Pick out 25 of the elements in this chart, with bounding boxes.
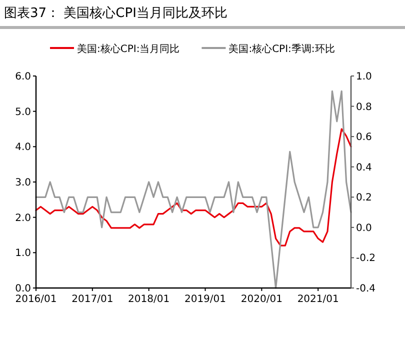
y2-tick-label: 0.4: [356, 162, 372, 174]
chart-title: 图表37： 美国核心CPI当月同比及环比: [4, 5, 228, 21]
x-tick-label: 2021/01: [297, 294, 339, 305]
legend-label: 美国:核心CPI:当月同比: [77, 43, 180, 55]
y-tick-label: 2.0: [15, 212, 31, 224]
y2-tick-label: 1.0: [356, 72, 372, 82]
y2-tick-label: -0.4: [356, 284, 376, 294]
y2-tick-label: 0.8: [356, 102, 372, 113]
y2-tick-label: 0.0: [356, 222, 372, 234]
y-tick-label: 6.0: [15, 72, 31, 82]
y2-tick-label: -0.2: [356, 253, 376, 264]
y-tick-label: 0.0: [15, 284, 31, 294]
x-tick-label: 2019/01: [184, 294, 226, 305]
x-tick-label: 2020/01: [240, 294, 282, 305]
x-tick-label: 2017/01: [72, 294, 114, 305]
line-series: [35, 128, 352, 246]
y-tick-label: 1.0: [15, 248, 31, 260]
x-tick-label: 2018/01: [128, 294, 170, 305]
legend-label: 美国:核心CPI:季调:环比: [228, 43, 335, 55]
x-tick-label: 2016/01: [15, 294, 57, 305]
y2-tick-label: 0.2: [356, 192, 372, 204]
y2-tick-label: 0.6: [356, 132, 372, 144]
y-tick-label: 4.0: [15, 142, 31, 154]
y-tick-label: 3.0: [15, 178, 31, 188]
y-tick-label: 5.0: [15, 106, 31, 118]
